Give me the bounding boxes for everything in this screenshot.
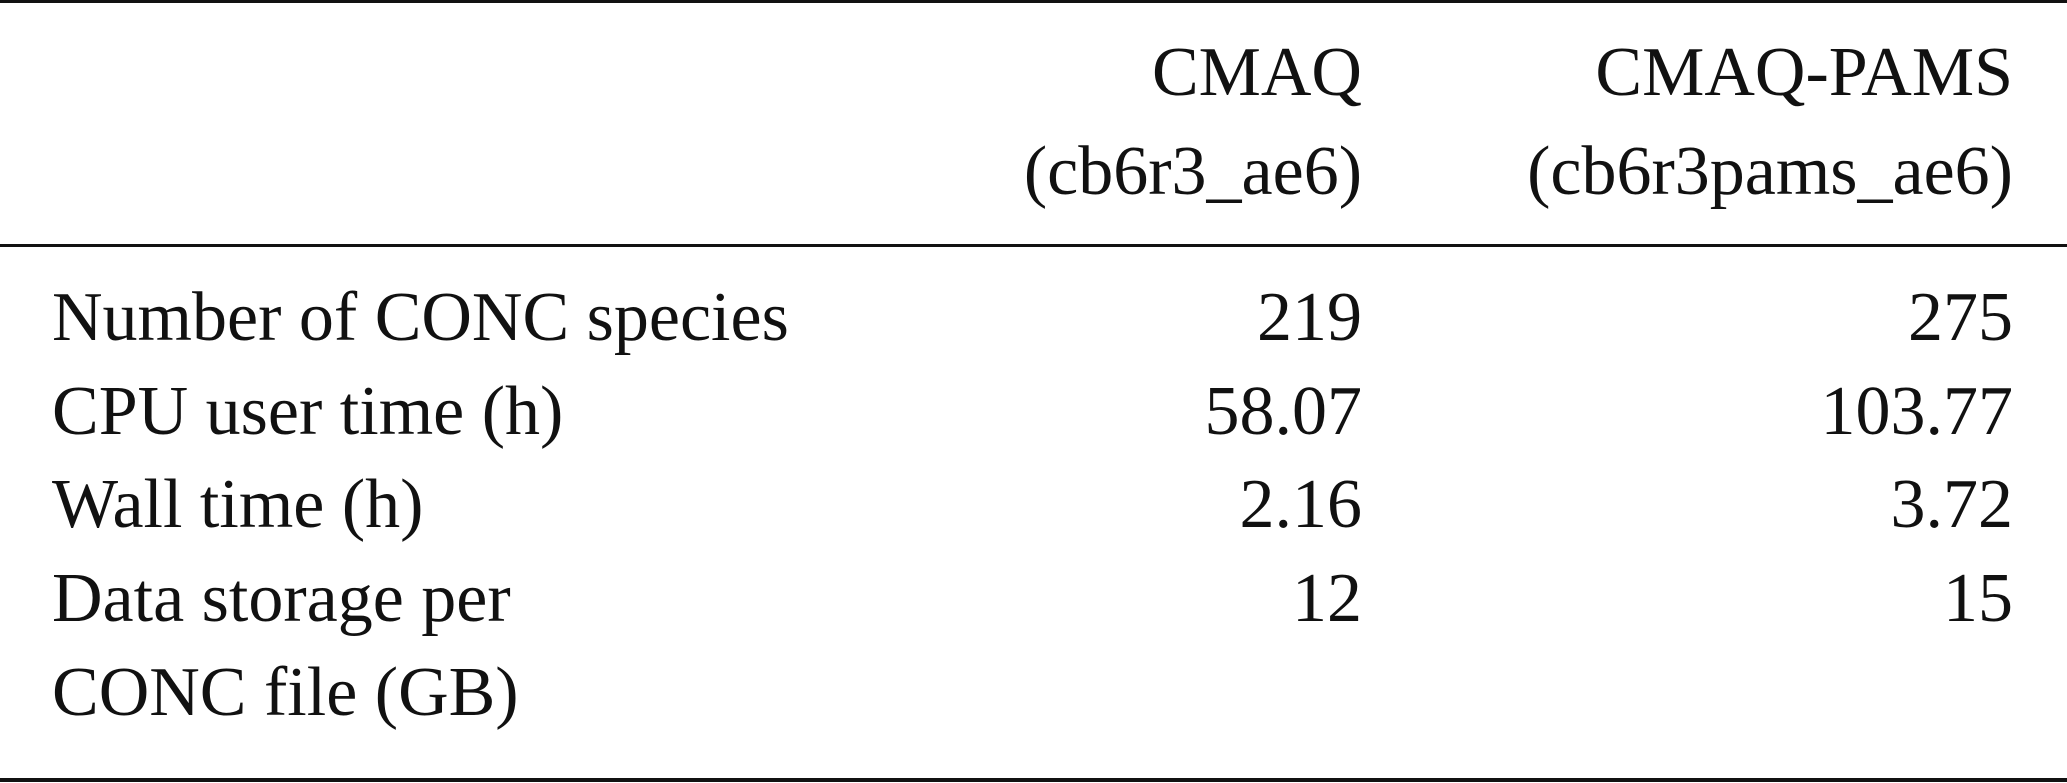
cell-cmaq-pams-wall-time: 3.72	[1890, 466, 2014, 543]
cell-cmaq-cpu-user-time: 58.07	[1204, 373, 1363, 450]
row-label-wall-time: Wall time (h)	[52, 466, 424, 543]
cell-cmaq-conc-species: 219	[1257, 279, 1362, 356]
row-label-conc-species: Number of CONC species	[52, 279, 789, 356]
table-header-rule	[0, 244, 2067, 247]
table-top-rule	[0, 0, 2067, 3]
header-cmaq-mechanism: (cb6r3_ae6)	[1023, 133, 1362, 210]
header-cmaq-pams-mechanism: (cb6r3pams_ae6)	[1527, 133, 2013, 210]
cell-cmaq-pams-data-storage: 15	[1943, 560, 2013, 637]
table-bottom-rule	[0, 778, 2067, 782]
cell-cmaq-pams-cpu-user-time: 103.77	[1820, 373, 2014, 450]
row-label-data-storage-line2: CONC file (GB)	[52, 654, 519, 731]
cell-cmaq-pams-conc-species: 275	[1908, 279, 2013, 356]
row-label-cpu-user-time: CPU user time (h)	[52, 373, 564, 450]
cell-cmaq-data-storage: 12	[1292, 560, 1362, 637]
header-cmaq-pams-name: CMAQ-PAMS	[1595, 34, 2013, 111]
cell-cmaq-wall-time: 2.16	[1239, 466, 1363, 543]
row-label-data-storage-line1: Data storage per	[52, 560, 511, 637]
header-cmaq-name: CMAQ	[1151, 34, 1362, 111]
